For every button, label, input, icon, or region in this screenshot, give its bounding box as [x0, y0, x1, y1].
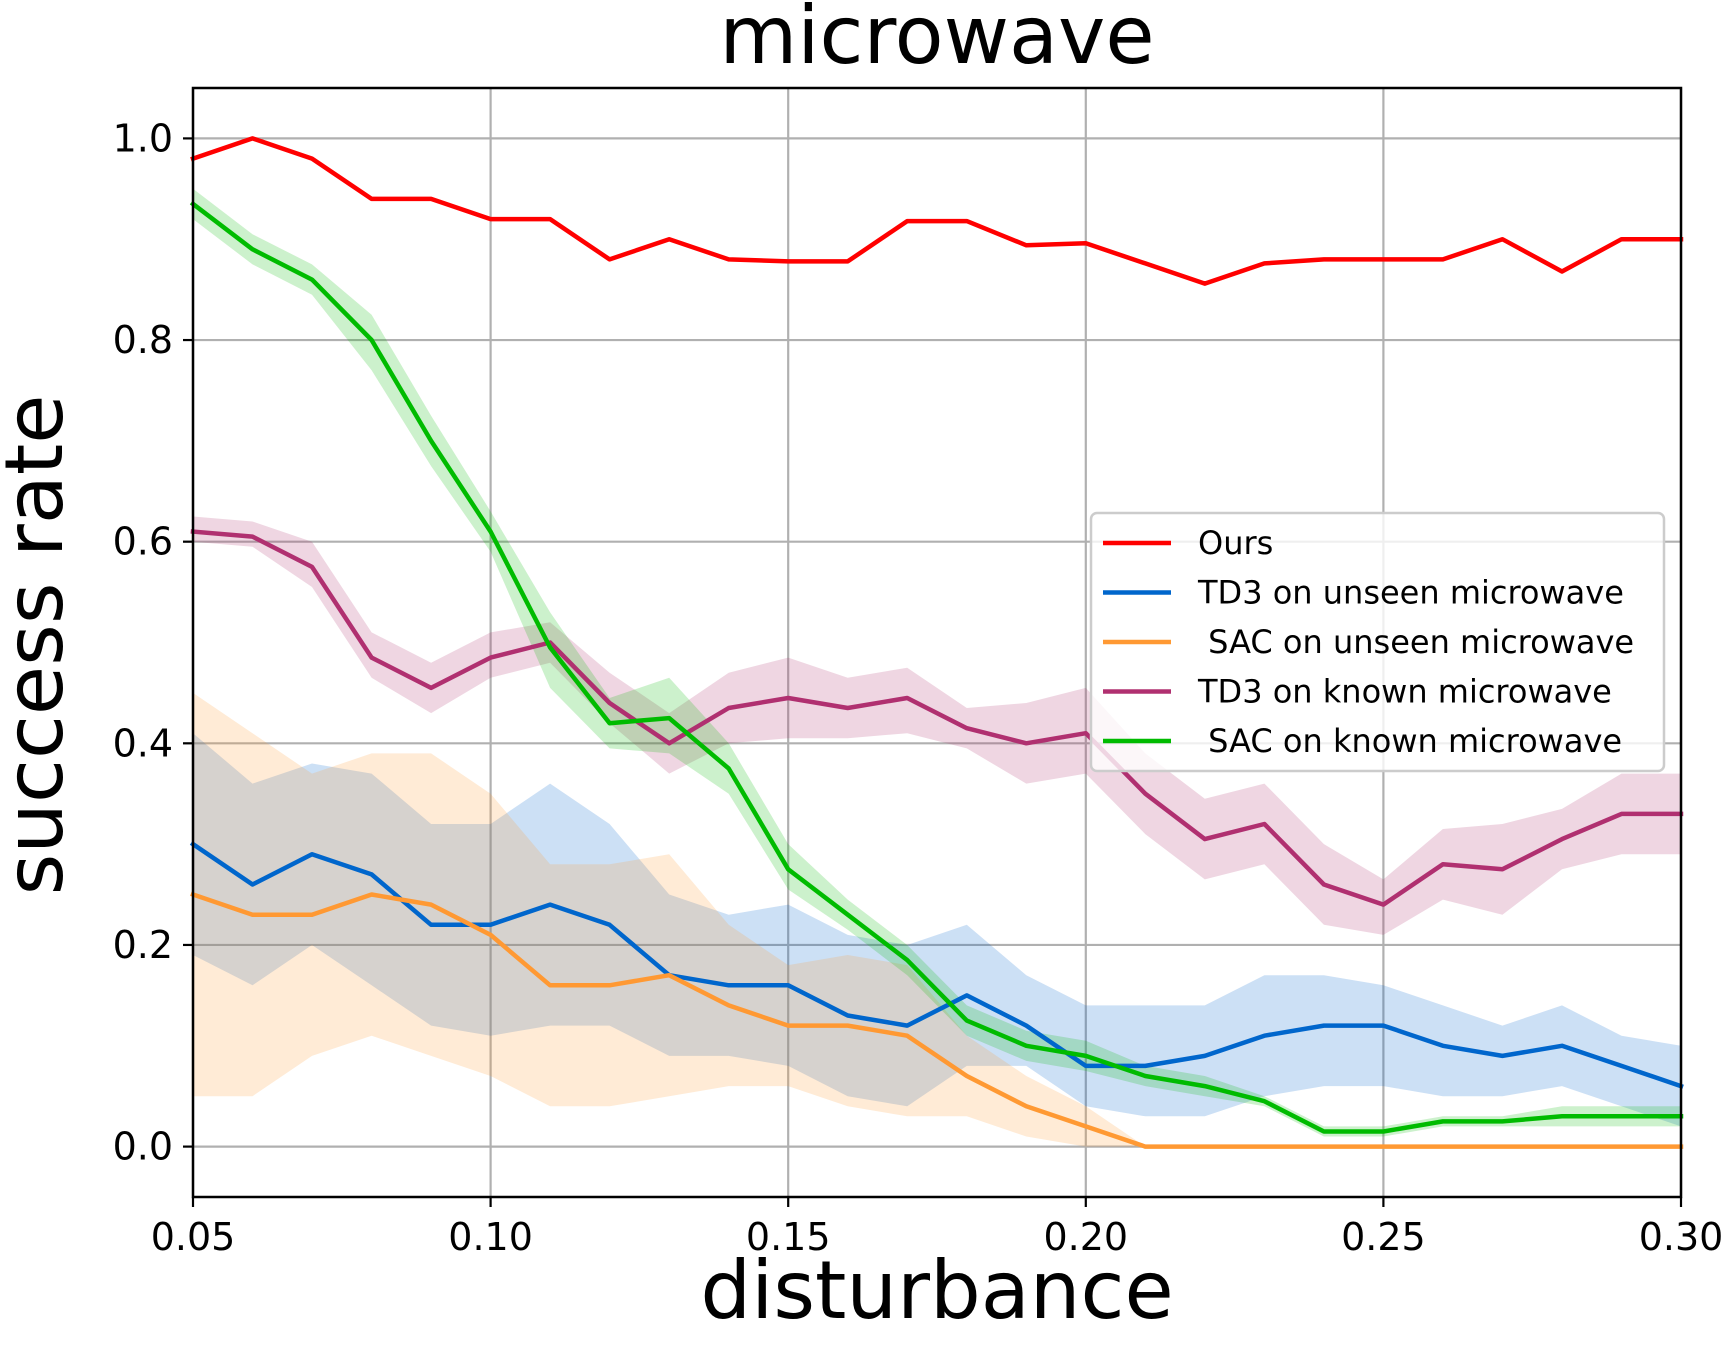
legend-frame — [1089, 511, 1666, 773]
y-tick-label: 0.2 — [113, 923, 173, 967]
series-line — [189, 840, 1684, 1089]
y-tick-label: 1.0 — [113, 116, 173, 160]
series-lines — [189, 136, 1684, 1149]
series-line — [190, 529, 1684, 907]
series-line — [190, 891, 1684, 1149]
legend-label: SAC on unseen microwave — [1198, 623, 1634, 661]
legend-label: TD3 on known microwave — [1197, 673, 1612, 711]
x-tick-label: 0.10 — [448, 1215, 533, 1259]
x-tick-label: 0.05 — [151, 1215, 236, 1259]
y-tick-label: 0.4 — [113, 721, 173, 765]
chart-title: microwave — [719, 0, 1154, 82]
confidence-band — [193, 692, 1681, 1147]
y-tick-label: 0.0 — [113, 1125, 173, 1169]
legend: Ours TD3 on unseen microwave SAC on unsee… — [1089, 511, 1666, 773]
y-tick-label: 0.6 — [113, 520, 173, 564]
x-tick-label: 0.20 — [1043, 1215, 1128, 1259]
axis-ticks: 0.05 0.10 0.15 0.20 0.25 0.30 0.0 0.2 0.4 0.6 0.8 1… — [113, 116, 1724, 1259]
legend-label: Ours — [1198, 524, 1273, 562]
legend-label: TD3 on unseen microwave — [1197, 574, 1624, 612]
plot-frame — [191, 86, 1683, 1199]
x-tick-label: 0.15 — [746, 1215, 831, 1259]
y-tick-label: 0.8 — [113, 318, 173, 362]
x-axis-title: disturbance — [700, 1244, 1173, 1337]
series-line — [189, 200, 1684, 1134]
series-line — [190, 136, 1684, 286]
legend-label: SAC on known microwave — [1198, 722, 1622, 760]
x-tick-label: 0.30 — [1639, 1215, 1724, 1259]
y-axis-title: success rate — [0, 395, 81, 896]
confidence-band — [193, 516, 1681, 935]
x-tick-label: 0.25 — [1341, 1215, 1426, 1259]
